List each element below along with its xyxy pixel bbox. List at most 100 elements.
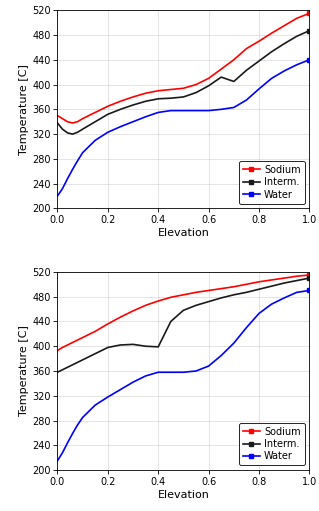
Sodium [194, 289, 198, 295]
Water [257, 86, 261, 92]
Water [93, 137, 97, 144]
Sodium [106, 103, 110, 109]
Water [244, 324, 248, 331]
Water [270, 301, 274, 307]
Sodium [169, 86, 173, 92]
Water [169, 369, 173, 375]
Water [70, 167, 74, 173]
Interm. [76, 129, 79, 135]
X-axis label: Elevation: Elevation [158, 228, 209, 238]
Interm. [144, 343, 147, 350]
Water [219, 353, 223, 359]
Interm. [144, 98, 147, 104]
Water [182, 107, 185, 113]
Line: Sodium: Sodium [55, 11, 312, 125]
Interm. [56, 369, 59, 375]
Sodium [81, 335, 85, 341]
Sodium [308, 272, 311, 278]
Sodium [70, 339, 74, 345]
Interm. [282, 40, 286, 47]
Interm. [295, 33, 299, 39]
Sodium [257, 278, 261, 285]
Sodium [81, 115, 85, 122]
Water [257, 310, 261, 316]
Water [106, 129, 110, 135]
Sodium [144, 303, 147, 309]
Water [270, 75, 274, 81]
Sodium [144, 90, 147, 96]
Interm. [282, 280, 286, 286]
Water [207, 363, 211, 369]
Water [232, 340, 236, 346]
Water [144, 373, 147, 379]
Water [61, 450, 64, 456]
Sodium [93, 328, 97, 334]
Sodium [66, 342, 70, 348]
Sodium [182, 292, 185, 298]
Water [119, 124, 122, 130]
Interm. [93, 119, 97, 125]
Sodium [156, 88, 160, 94]
Water [182, 369, 185, 375]
Interm. [244, 289, 248, 295]
Interm. [70, 362, 74, 368]
Interm. [270, 49, 274, 55]
Water [93, 402, 97, 408]
Water [56, 458, 59, 464]
Interm. [81, 126, 85, 132]
Interm. [66, 130, 70, 136]
Water [156, 109, 160, 115]
Water [244, 97, 248, 103]
Interm. [66, 364, 70, 370]
Sodium [308, 10, 311, 16]
Sodium [207, 75, 211, 81]
Y-axis label: Temperature [C]: Temperature [C] [19, 326, 29, 416]
Water [282, 295, 286, 301]
Line: Water: Water [55, 57, 312, 198]
Interm. [207, 298, 211, 305]
Water [106, 394, 110, 400]
Interm. [131, 341, 135, 347]
Sodium [194, 81, 198, 87]
Interm. [207, 83, 211, 89]
Water [66, 176, 70, 182]
Interm. [232, 78, 236, 84]
Interm. [119, 106, 122, 112]
Sodium [56, 112, 59, 119]
Sodium [131, 94, 135, 100]
Sodium [61, 115, 64, 122]
Sodium [232, 284, 236, 290]
Water [56, 193, 59, 199]
Water [76, 422, 79, 428]
Water [194, 368, 198, 374]
Interm. [257, 58, 261, 64]
Interm. [61, 126, 64, 132]
Interm. [182, 307, 185, 313]
Sodium [66, 119, 70, 125]
Water [308, 287, 311, 293]
Sodium [232, 57, 236, 63]
Water [232, 104, 236, 110]
Interm. [308, 275, 311, 281]
Water [131, 379, 135, 385]
Sodium [270, 277, 274, 283]
Interm. [295, 277, 299, 284]
Sodium [257, 38, 261, 44]
Sodium [207, 287, 211, 293]
Water [295, 62, 299, 68]
Interm. [93, 351, 97, 357]
Sodium [169, 294, 173, 300]
Interm. [156, 344, 160, 350]
Legend: Sodium, Interm., Water: Sodium, Interm., Water [239, 423, 305, 465]
Interm. [219, 74, 223, 80]
Sodium [93, 109, 97, 115]
Interm. [56, 120, 59, 126]
Sodium [70, 120, 74, 126]
Sodium [182, 85, 185, 91]
Sodium [282, 275, 286, 281]
Water [207, 107, 211, 113]
Interm. [219, 295, 223, 301]
Sodium [131, 308, 135, 314]
Interm. [232, 292, 236, 298]
Sodium [56, 347, 59, 354]
